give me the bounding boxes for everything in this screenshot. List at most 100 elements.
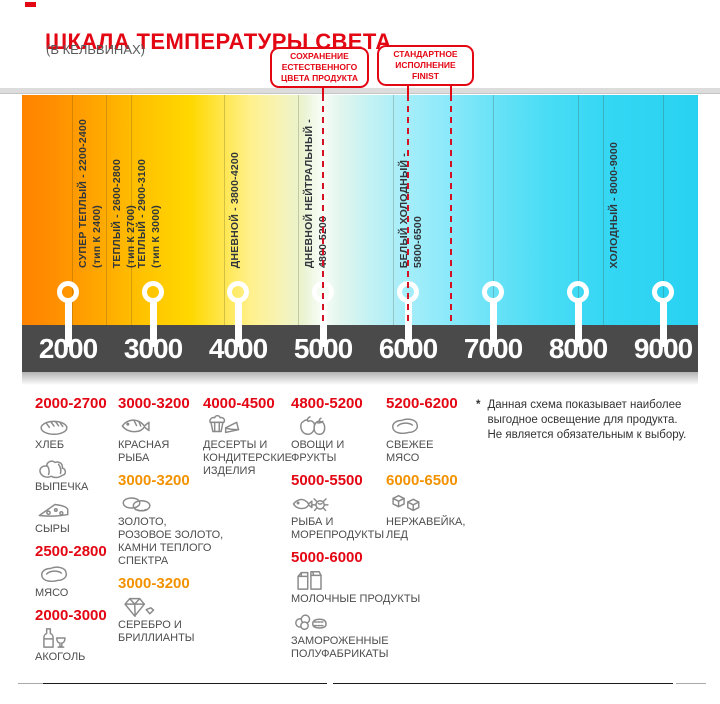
legend-item: КРАСНАЯ РЫБА [118, 415, 210, 465]
legend-item: СВЕЖЕЕ МЯСО [386, 415, 478, 465]
scale-tick-label: 2000 [38, 332, 98, 364]
axis-shadow [22, 372, 698, 385]
callout-finist-standard: СТАНДАРТНОЕ ИСПОЛНЕНИЕ FINIST [377, 45, 474, 86]
band-kelvin-type: (тип К 3000) [150, 205, 162, 268]
scale-tick-label: 5000 [293, 332, 353, 364]
legend-item: ВЫПЕЧКА [35, 457, 127, 494]
legend-block: 2500-2800 МЯСО [35, 544, 127, 600]
band-name: ТЕПЛЫЙ - 2600-2800 [110, 158, 123, 268]
legend-item-label: НЕРЖАВЕЙКА, ЛЕД [386, 516, 466, 541]
milk-icon [297, 571, 322, 590]
meat-icon [391, 418, 419, 435]
scale-tick-label: 3000 [123, 332, 183, 364]
legend-item-label: СВЕЖЕЕ МЯСО [386, 439, 434, 464]
temperature-range: 4000-4500 [203, 395, 275, 412]
kelvin-axis: 2000 3000 4000 5000 6000 7000 8000 9000 [22, 325, 698, 372]
callout-connector [449, 78, 452, 95]
legend-item-label: МОЛОЧНЫЕ ПРОДУКТЫ [291, 593, 421, 605]
band-name: ХОЛОДНЫЙ - 8000-9000 [607, 141, 620, 268]
croissant-icon [39, 460, 67, 479]
legend-item: АКОГОЛЬ [35, 627, 127, 664]
scale-band-label: СУПЕР ТЕПЛЫЙ - 2200-2400 (тип К 2400) [77, 119, 103, 268]
temperature-range: 5000-6000 [291, 549, 363, 566]
band-name: ДНЕВНОЙ НЕЙТРАЛЬНЫЙ - [302, 118, 315, 268]
legend-block: 2000-3000 АКОГОЛЬ [35, 608, 127, 664]
fish-icon [121, 419, 150, 433]
band-divider [297, 95, 299, 325]
band-name: СУПЕР ТЕПЛЫЙ - 2200-2400 [76, 119, 89, 268]
scale-tick-label: 9000 [633, 332, 693, 364]
band-name: БЕЛЫЙ ХОЛОДНЫЙ - [397, 152, 410, 268]
temperature-range: 2000-2700 [35, 395, 107, 412]
footnote-asterisk: * [476, 399, 481, 411]
alcohol-icon [43, 628, 66, 648]
bottom-border-segment [333, 683, 673, 684]
legend-item: РЫБА И МОРЕПРОДУКТЫ [291, 492, 385, 542]
legend-item-label: ХЛЕБ [35, 439, 65, 451]
temperature-range: 5000-5500 [291, 472, 363, 489]
band-divider [71, 95, 73, 325]
scale-band-label: БЕЛЫЙ ХОЛОДНЫЙ -5800-6500 [398, 153, 424, 268]
band-divider [131, 95, 132, 325]
bottom-border-segment [43, 683, 327, 684]
tick-divider [578, 95, 579, 325]
legend-item-label: ОВОЩИ И ФРУКТЫ [291, 439, 345, 464]
legend-item: ЗОЛОТО, РОЗОВОЕ ЗОЛОТО, КАМНИ ТЕПЛОГО СП… [118, 492, 223, 568]
scale-band-label: ТЕПЛЫЙ - 2900-3100 (тип К 3000) [136, 159, 162, 268]
corner-mark [25, 2, 36, 7]
legend-item-label: РЫБА И МОРЕПРОДУКТЫ [291, 516, 385, 541]
legend-block: 2000-2700 ХЛЕБ ВЫПЕЧКА СЫРЫ [35, 396, 127, 536]
temperature-range: 6000-6500 [386, 472, 458, 489]
legend-column: 3000-3200 КРАСНАЯ РЫБА 3000-3200 ЗОЛОТО, РО… [118, 396, 223, 650]
legend-item-label: ЗОЛОТО, РОЗОВОЕ ЗОЛОТО, КАМНИ ТЕПЛОГО СП… [118, 516, 224, 567]
legend-item: ДЕСЕРТЫ И КОНДИТЕРСКИЕ ИЗДЕЛИЯ [203, 414, 295, 478]
cheese-icon [38, 503, 69, 517]
legend-block: 5000-5500 РЫБА И МОРЕПРОДУКТЫ [291, 472, 385, 542]
band-name: ДНЕВНОЙ - 3800-4200 [228, 151, 241, 268]
legend-item: НЕРЖАВЕЙКА, ЛЕД [386, 492, 478, 542]
temperature-range: 3000-3200 [118, 395, 190, 412]
legend-block: 3000-3200 КРАСНАЯ РЫБА [118, 396, 210, 465]
band-kelvin-type: (тип К 2400) [90, 205, 103, 268]
frozen-icon [295, 614, 327, 631]
scale-tick-label: 6000 [378, 332, 438, 364]
bread-icon [40, 420, 68, 435]
legend-column: 4800-5200 ОВОЩИ И ФРУКТЫ 5000-5500 РЫБА И М… [291, 396, 420, 666]
legend-item: ЗАМОРОЖЕННЫЕ ПОЛУФАБРИКАТЫ [291, 611, 389, 661]
legend-item-label: ЗАМОРОЖЕННЫЕ ПОЛУФАБРИКАТЫ [291, 635, 389, 660]
scale-band-label: ТЕПЛЫЙ - 2600-2800 (тип К 2700) [111, 159, 137, 268]
legend-item: МОЛОЧНЫЕ ПРОДУКТЫ [291, 569, 420, 606]
legend-item-label: КРАСНАЯ РЫБА [118, 439, 170, 464]
legend-item: СЕРЕБРО И БРИЛЛИАНТЫ [118, 595, 210, 645]
temperature-range: 4800-5200 [291, 395, 363, 412]
meat-icon [40, 566, 68, 583]
ice-icon [392, 494, 420, 512]
band-kelvin-type: 4800-5200 [316, 215, 329, 268]
band-divider [392, 95, 394, 325]
scale-band-label: ДНЕВНОЙ НЕЙТРАЛЬНЫЙ -4800-5200 [303, 119, 329, 268]
header-divider [0, 88, 720, 94]
legend-block: 5000-6000 МОЛОЧНЫЕ ПРОДУКТЫ ЗАМОРОЖЕННЫЕ П… [291, 549, 420, 661]
page-subtitle: (В КЕЛЬВИНАХ) [46, 42, 145, 57]
footnote-text: Данная схема показывает наиболее выгодно… [487, 399, 687, 441]
bottom-border-segment [18, 683, 43, 684]
scale-tick-label: 7000 [463, 332, 523, 364]
rings-icon [122, 497, 151, 512]
temperature-range: 5200-6200 [386, 395, 458, 412]
fruits-icon [300, 416, 326, 435]
temperature-range: 2000-3000 [35, 607, 107, 624]
temperature-range: 2500-2800 [35, 543, 107, 560]
legend-block: 3000-3200 ЗОЛОТО, РОЗОВОЕ ЗОЛОТО, КАМНИ Т… [118, 472, 223, 568]
legend-item: ХЛЕБ [35, 415, 127, 452]
temperature-range: 3000-3200 [118, 472, 190, 489]
legend-block: 4800-5200 ОВОЩИ И ФРУКТЫ [291, 396, 383, 465]
legend-item: СЫРЫ [35, 499, 127, 536]
temperature-range: 3000-3200 [118, 575, 190, 592]
legend-block: 3000-3200 СЕРЕБРО И БРИЛЛИАНТЫ [118, 576, 210, 645]
scale-band-label: ХОЛОДНЫЙ - 8000-9000 [608, 142, 620, 268]
legend-column: 2000-2700 ХЛЕБ ВЫПЕЧКА СЫРЫ 2500-2800 МЯСО 200… [35, 396, 127, 669]
bottom-border-segment [676, 683, 706, 684]
legend-item-label: СЫРЫ [35, 523, 70, 535]
legend-item-label: ДЕСЕРТЫ И КОНДИТЕРСКИЕ ИЗДЕЛИЯ [203, 439, 293, 477]
